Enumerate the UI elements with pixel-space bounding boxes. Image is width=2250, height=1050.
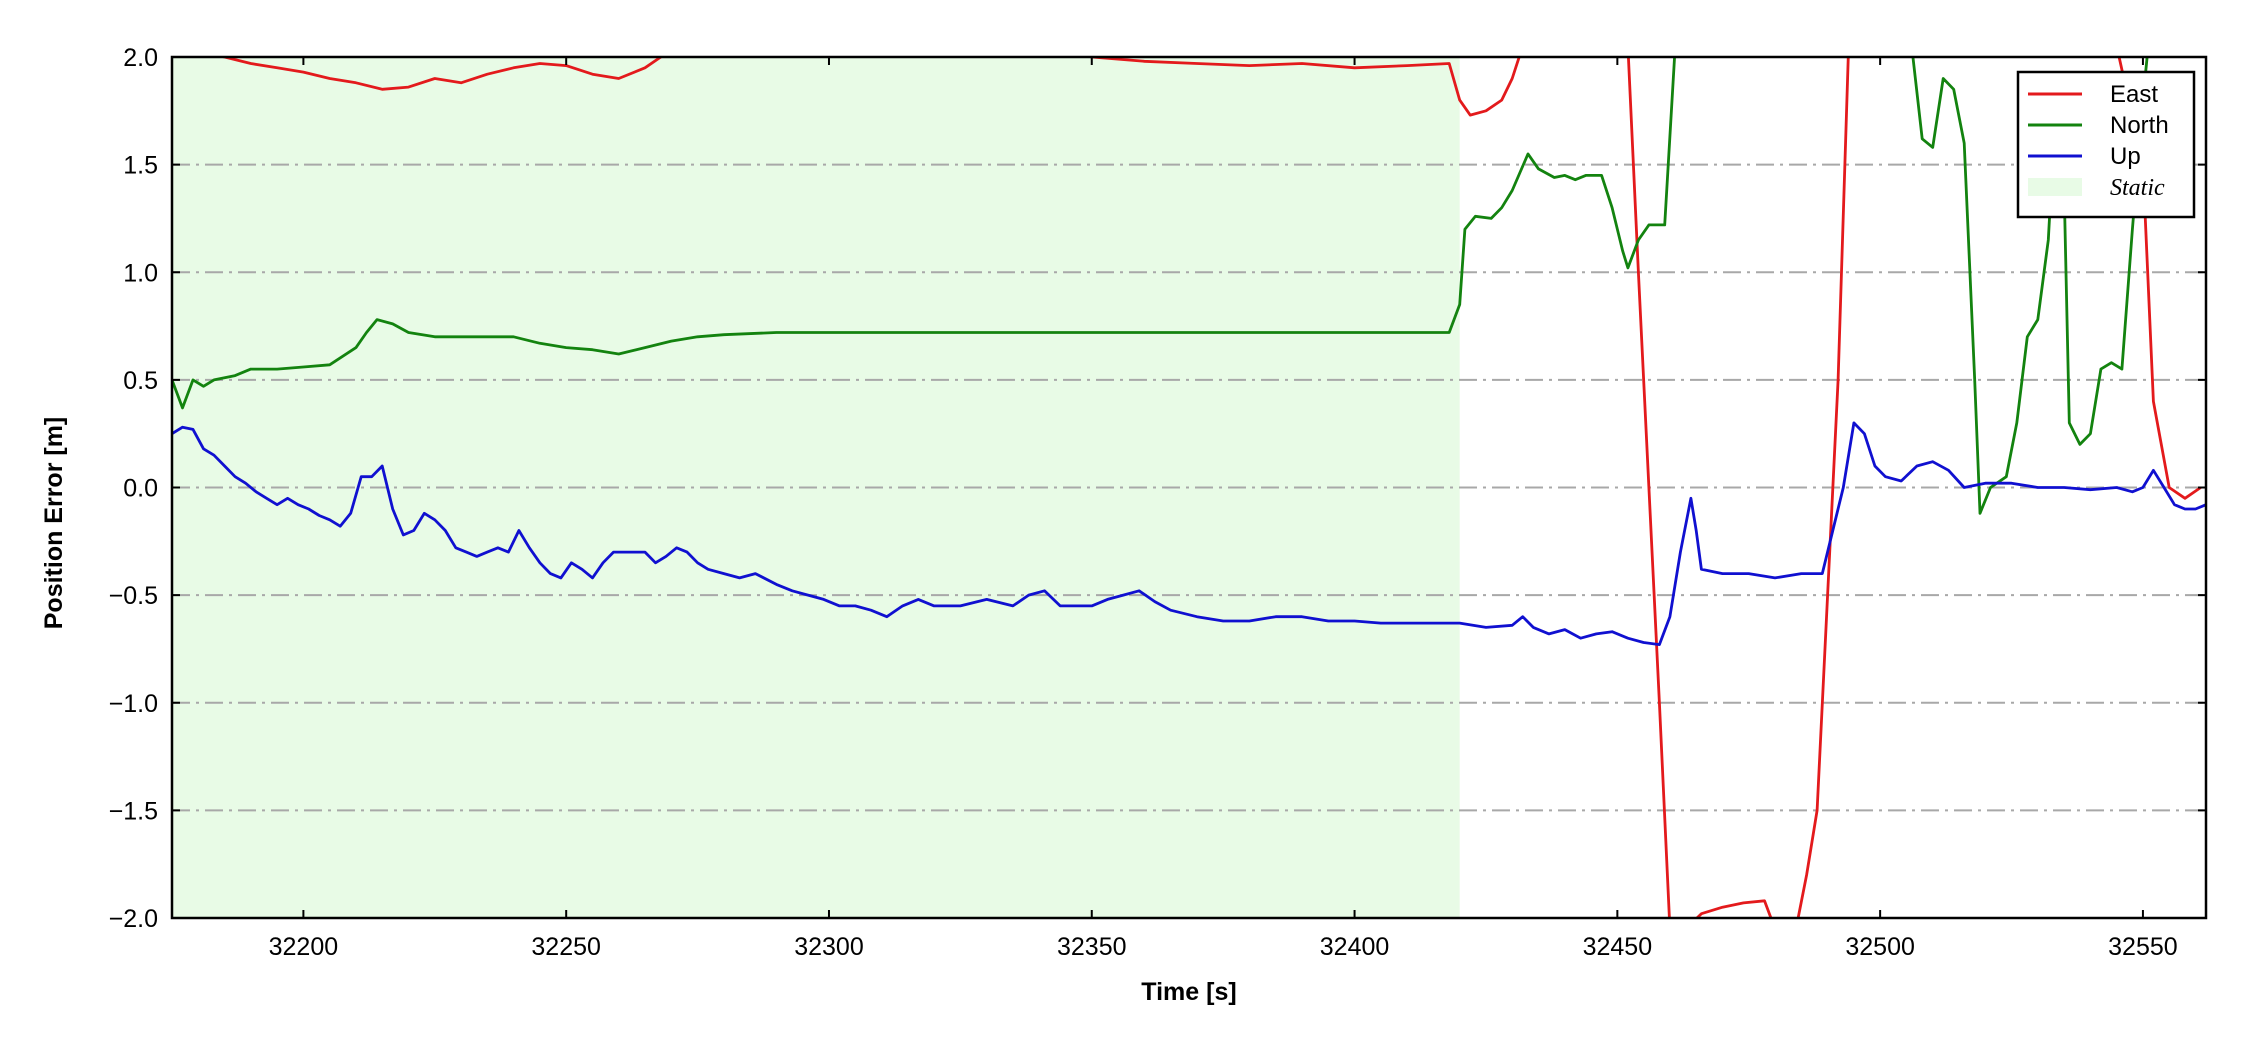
- y-tick-label: 0.5: [123, 367, 158, 395]
- y-tick-label: −1.5: [109, 797, 158, 825]
- x-tick-label: 32550: [2108, 933, 2178, 961]
- y-tick-label: −1.0: [109, 690, 158, 718]
- axes: −2.0 −1.5 −1.0 −0.5 0.0 0.5 1.0 1.5 2.0 32200 3225…: [109, 44, 2208, 961]
- y-axis-title: Position Error [m]: [40, 417, 68, 630]
- legend-label-east: East: [2110, 81, 2158, 108]
- series-line-up: [172, 421, 2206, 646]
- legend-label-up: Up: [2110, 143, 2141, 170]
- x-tick-label: 32200: [269, 933, 339, 961]
- y-tick-label: −0.5: [109, 582, 158, 610]
- series-line-north: [172, 57, 2149, 515]
- x-tick-label: 32450: [1583, 933, 1653, 961]
- x-axis-title: Time [s]: [1141, 978, 1236, 1006]
- x-tick-label: 32300: [794, 933, 864, 961]
- series-line-east: [217, 57, 2202, 918]
- x-tick-label: 32400: [1320, 933, 1390, 961]
- y-tick-label: 1.5: [123, 152, 158, 180]
- legend: East North Up Static: [2016, 70, 2196, 219]
- y-tick-label: 0.0: [123, 475, 158, 503]
- legend-label-static: Static: [2110, 175, 2165, 201]
- y-tick-label: 1.0: [123, 259, 158, 287]
- x-tick-label: 32250: [531, 933, 601, 961]
- x-tick-label: 32500: [1845, 933, 1915, 961]
- legend-label-north: North: [2110, 112, 2169, 139]
- x-tick-label: 32350: [1057, 933, 1127, 961]
- legend-swatch-static: [2028, 178, 2082, 196]
- y-tick-label: 2.0: [123, 44, 158, 72]
- plot-area: [172, 56, 2206, 919]
- y-tick-label: −2.0: [109, 905, 158, 933]
